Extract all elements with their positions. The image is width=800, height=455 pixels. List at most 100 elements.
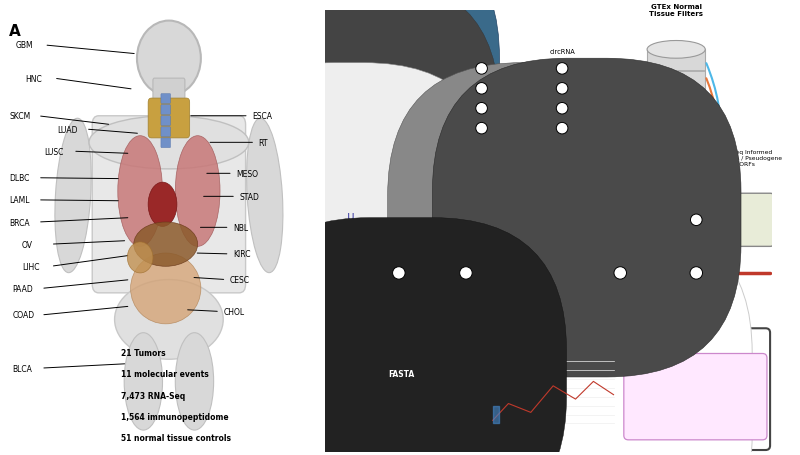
Ellipse shape: [89, 116, 249, 170]
FancyBboxPatch shape: [161, 106, 170, 115]
FancyBboxPatch shape: [692, 194, 774, 247]
Text: B: B: [330, 24, 341, 39]
FancyBboxPatch shape: [647, 50, 706, 125]
Text: A: A: [9, 24, 21, 39]
Text: 1,564 immunopeptidome: 1,564 immunopeptidome: [121, 412, 229, 421]
Text: TE: TE: [558, 89, 566, 95]
Circle shape: [690, 215, 702, 226]
Text: CESC: CESC: [230, 275, 250, 284]
Text: Cancer-specific
Search Space: Cancer-specific Search Space: [378, 410, 424, 420]
Text: 51 normal tissue controls: 51 normal tissue controls: [121, 433, 231, 442]
FancyBboxPatch shape: [432, 59, 741, 377]
Text: Web Portal: Web Portal: [521, 316, 582, 326]
Circle shape: [690, 267, 702, 279]
FancyBboxPatch shape: [330, 329, 770, 450]
Text: NBL: NBL: [233, 223, 248, 233]
Text: PAAD: PAAD: [12, 284, 33, 293]
Text: 11 molecular events: 11 molecular events: [121, 369, 209, 379]
Text: Possible Antigen
Search Space: Possible Antigen Search Space: [702, 214, 764, 227]
Ellipse shape: [647, 116, 706, 134]
Text: by: by: [634, 369, 645, 375]
Text: COAD: COAD: [12, 311, 34, 320]
Circle shape: [476, 103, 487, 115]
FancyBboxPatch shape: [153, 79, 185, 114]
Text: BRCA: BRCA: [9, 218, 30, 227]
Text: coordinate: coordinate: [644, 403, 680, 409]
Text: Explore: Explore: [537, 333, 570, 342]
Ellipse shape: [148, 183, 177, 227]
FancyBboxPatch shape: [326, 184, 386, 248]
Text: OV: OV: [22, 240, 33, 249]
Text: gene: gene: [644, 386, 661, 392]
Text: Ribo-Seq Informed
LncRNA / Pseudogene
Cryptic ORFs: Ribo-Seq Informed LncRNA / Pseudogene Cr…: [717, 150, 782, 166]
FancyBboxPatch shape: [161, 139, 170, 148]
Ellipse shape: [137, 21, 201, 96]
Text: CHOL: CHOL: [223, 307, 244, 316]
FancyBboxPatch shape: [235, 218, 566, 455]
Text: HLA binding: HLA binding: [374, 249, 423, 255]
FancyBboxPatch shape: [202, 0, 499, 251]
FancyBboxPatch shape: [161, 95, 170, 104]
Ellipse shape: [175, 333, 214, 430]
Text: DLBC: DLBC: [9, 174, 30, 183]
Text: RT: RT: [258, 138, 268, 147]
Text: HLA: HLA: [555, 69, 569, 75]
Text: GTEx Normal
Tissue Filters: GTEx Normal Tissue Filters: [649, 4, 703, 17]
Text: circRNA: circRNA: [550, 49, 575, 55]
Text: Variant: Variant: [470, 89, 494, 95]
FancyBboxPatch shape: [388, 64, 692, 373]
Circle shape: [556, 83, 568, 95]
Ellipse shape: [118, 136, 162, 247]
FancyBboxPatch shape: [201, 64, 498, 368]
Circle shape: [460, 267, 472, 279]
Text: peptide: peptide: [644, 369, 670, 375]
Text: HNC: HNC: [25, 75, 42, 83]
Text: Pathogen: Pathogen: [546, 109, 578, 115]
FancyBboxPatch shape: [148, 99, 190, 139]
Text: LUSC: LUSC: [44, 147, 64, 157]
FancyBboxPatch shape: [202, 0, 499, 240]
Ellipse shape: [55, 119, 91, 273]
Text: Query: Query: [638, 333, 664, 342]
Text: 21 Tumors: 21 Tumors: [121, 349, 166, 357]
Ellipse shape: [246, 119, 283, 273]
Circle shape: [556, 123, 568, 135]
Text: Download: Download: [342, 353, 351, 396]
Text: μ: μ: [346, 209, 354, 222]
Circle shape: [476, 83, 487, 95]
Ellipse shape: [114, 280, 223, 359]
Circle shape: [556, 103, 568, 115]
Text: Gene: Gene: [473, 69, 490, 75]
Text: BLCA: BLCA: [12, 364, 32, 373]
Text: RNA-Seq: RNA-Seq: [336, 21, 377, 30]
Text: by: by: [634, 403, 645, 409]
Text: 7,473 RNA-Seq: 7,473 RNA-Seq: [121, 391, 186, 400]
Text: Splicing/intron: Splicing/intron: [458, 109, 506, 115]
Ellipse shape: [175, 136, 220, 247]
Text: (Boosting
Sensitivity): (Boosting Sensitivity): [450, 282, 482, 293]
FancyBboxPatch shape: [513, 183, 620, 253]
Text: Fusion: Fusion: [471, 49, 492, 55]
Text: ID...: ID...: [644, 420, 658, 425]
FancyBboxPatch shape: [354, 220, 752, 455]
Text: Rescore: Rescore: [450, 249, 482, 255]
Text: ESCA: ESCA: [252, 112, 272, 121]
FancyBboxPatch shape: [367, 349, 434, 430]
Text: KIRC: KIRC: [233, 250, 250, 259]
Circle shape: [614, 267, 626, 279]
Circle shape: [476, 64, 487, 75]
Text: GBM: GBM: [15, 41, 33, 51]
Text: LIHC: LIHC: [22, 262, 39, 271]
Ellipse shape: [124, 333, 162, 430]
Ellipse shape: [134, 222, 198, 267]
FancyBboxPatch shape: [624, 354, 767, 440]
Text: LAML: LAML: [9, 196, 30, 205]
FancyBboxPatch shape: [161, 127, 170, 137]
Circle shape: [556, 64, 568, 75]
Text: by: by: [634, 420, 645, 425]
FancyBboxPatch shape: [92, 116, 246, 293]
Ellipse shape: [647, 41, 706, 59]
Text: MESO: MESO: [236, 169, 258, 178]
Circle shape: [476, 123, 487, 135]
Text: (Reduce false
discovery): (Reduce false discovery): [380, 282, 418, 293]
